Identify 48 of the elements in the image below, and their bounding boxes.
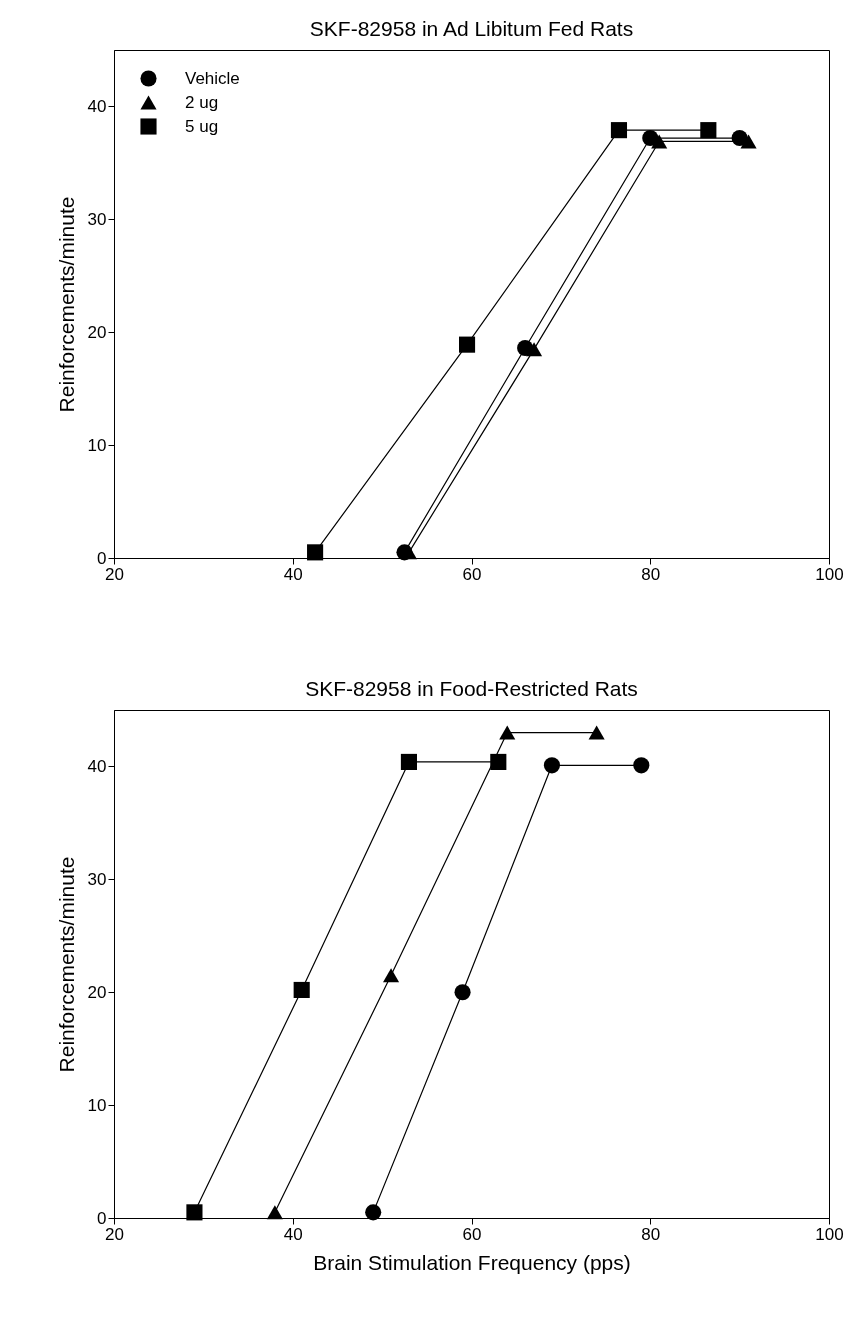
x-tick-label: 80 — [641, 564, 661, 584]
y-tick-label: 0 — [97, 548, 107, 568]
x-tick-label: 100 — [815, 1224, 844, 1244]
point — [365, 1204, 382, 1221]
y-tick-label: 30 — [87, 209, 107, 229]
chart-title: SKF-82958 in Food-Restricted Rats — [305, 677, 638, 700]
point — [383, 968, 400, 983]
y-tick-label: 40 — [87, 756, 107, 776]
point — [400, 753, 417, 770]
x-tick-label: 40 — [283, 564, 303, 584]
point — [186, 1204, 203, 1221]
point — [499, 725, 516, 740]
point — [633, 757, 650, 774]
x-tick-label: 60 — [462, 564, 482, 584]
point — [740, 134, 757, 149]
point — [526, 342, 543, 357]
point — [307, 544, 324, 561]
point — [642, 130, 659, 147]
point — [588, 725, 605, 740]
point — [490, 753, 507, 770]
x-axis-title: Brain Stimulation Frequency (pps) — [313, 1250, 631, 1274]
point — [700, 122, 717, 139]
y-tick-label: 10 — [87, 435, 107, 455]
point — [731, 130, 748, 147]
y-tick-label: 10 — [87, 1095, 107, 1115]
x-tick-label: 60 — [462, 1224, 482, 1244]
point — [610, 122, 628, 139]
point — [454, 984, 471, 1001]
legend-label: Vehicle — [185, 68, 240, 88]
point — [458, 336, 476, 353]
x-tick-label: 100 — [815, 564, 844, 584]
y-tick-label: 20 — [87, 982, 107, 1002]
point — [400, 545, 417, 560]
x-tick-label: 80 — [641, 1224, 661, 1244]
chart-title: SKF-82958 in Ad Libitum Fed Rats — [309, 17, 634, 40]
y-axis-title: Reinforcements/minute — [54, 196, 78, 413]
x-tick-label: 40 — [283, 1224, 303, 1244]
legend-label: 5 ug — [185, 116, 219, 136]
point — [266, 1205, 283, 1220]
y-tick-label: 40 — [87, 96, 107, 116]
point — [543, 757, 560, 774]
y-tick-label: 20 — [87, 322, 107, 342]
point — [293, 981, 310, 999]
legend-label: 2 ug — [185, 92, 219, 112]
y-tick-label: 0 — [97, 1208, 107, 1228]
y-axis-title: Reinforcements/minute — [54, 856, 78, 1073]
y-tick-label: 30 — [87, 869, 107, 889]
point — [651, 134, 668, 149]
